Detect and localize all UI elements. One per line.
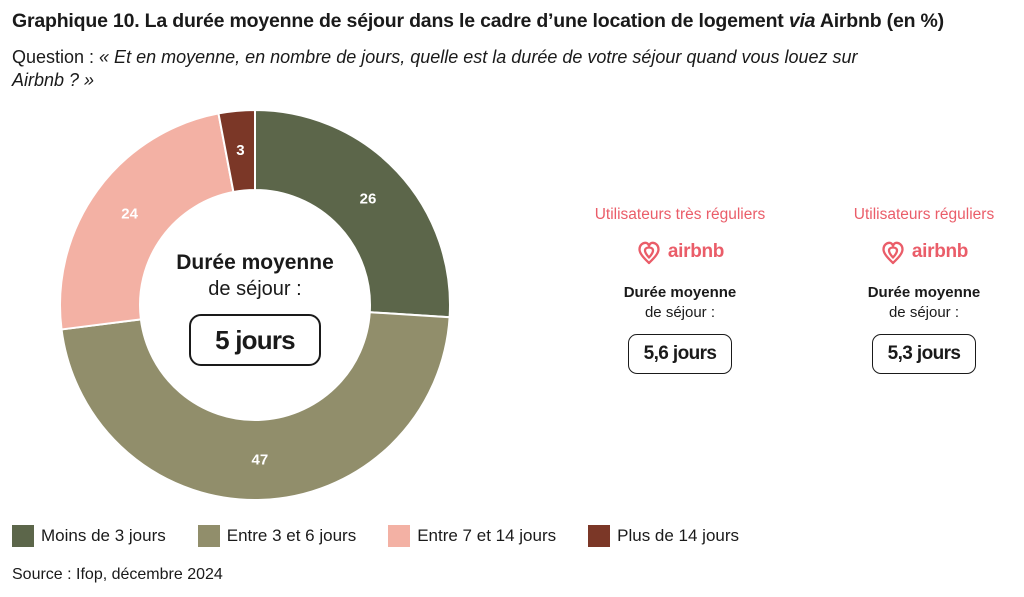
legend-swatch	[588, 525, 611, 547]
legend-item-plus-de-14-jours: Plus de 14 jours	[588, 525, 739, 547]
title-via: via	[788, 10, 816, 32]
donut-slice-3	[59, 112, 235, 331]
airbnb-brand: airbnb	[829, 235, 1019, 269]
panel-title: Utilisateurs très réguliers	[594, 206, 766, 223]
donut-slice-1	[254, 108, 451, 319]
donut-center: Durée moyenne de séjour : 5 jours	[145, 250, 365, 366]
panel-very-regular-users: Utilisateurs très réguliers airbnb Durée…	[585, 205, 775, 374]
legend-item-entre-7-et-14-jours: Entre 7 et 14 jours	[388, 525, 556, 547]
legend-label: Entre 7 et 14 jours	[417, 526, 557, 545]
legend-swatch	[197, 525, 220, 547]
panel-label-line2: de séjour :	[888, 304, 960, 321]
donut-slice-4	[217, 108, 256, 194]
title-main: Graphique 10. La durée moyenne de séjour…	[12, 10, 789, 32]
question-label: Question :	[12, 47, 100, 67]
panel-value-box: 5,6 jours	[628, 334, 732, 374]
chart-question: Question : « Et en moyenne, en nombre de…	[12, 46, 862, 92]
airbnb-logo-icon	[882, 241, 904, 265]
panel-value-box: 5,3 jours	[872, 334, 976, 374]
question-text: « Et en moyenne, en nombre de jours, que…	[12, 47, 858, 90]
panel-label-line1: Durée moyenne	[623, 284, 737, 301]
legend-label: Entre 3 et 6 jours	[226, 526, 357, 545]
legend-swatch	[12, 525, 34, 547]
donut-chart: 26 47 24 3	[59, 108, 451, 501]
legend-swatch	[388, 525, 411, 547]
chart-legend: Moins de 3 jours Entre 3 et 6 jours Entr…	[12, 524, 771, 548]
airbnb-logo-icon	[638, 241, 660, 265]
slice-value-label: 24	[121, 205, 138, 222]
center-label-line1: Durée moyenne	[176, 251, 334, 274]
legend-item-moins-de-3-jours: Moins de 3 jours	[12, 525, 166, 547]
brand-name: airbnb	[911, 241, 969, 262]
slice-value-label: 47	[252, 451, 269, 468]
donut-slice-2	[60, 311, 451, 501]
center-label-line2: de séjour :	[208, 278, 302, 300]
legend-label: Plus de 14 jours	[617, 526, 740, 545]
chart-source: Source : Ifop, décembre 2024	[12, 566, 223, 583]
legend-item-entre-3-et-6-jours: Entre 3 et 6 jours	[197, 525, 357, 547]
slice-value-label: 26	[360, 190, 377, 207]
title-end: Airbnb (en %)	[815, 10, 944, 32]
panel-label-line1: Durée moyenne	[867, 284, 981, 301]
center-value-box: 5 jours	[189, 314, 321, 366]
panel-title: Utilisateurs réguliers	[853, 206, 995, 223]
chart-title: Graphique 10. La durée moyenne de séjour…	[12, 10, 1017, 33]
legend-label: Moins de 3 jours	[41, 526, 166, 545]
slice-value-label: 3	[236, 142, 244, 159]
airbnb-brand: airbnb	[585, 235, 775, 269]
panel-regular-users: Utilisateurs réguliers airbnb Durée moye…	[829, 205, 1019, 374]
brand-name: airbnb	[667, 241, 725, 262]
panel-label-line2: de séjour :	[644, 304, 716, 321]
